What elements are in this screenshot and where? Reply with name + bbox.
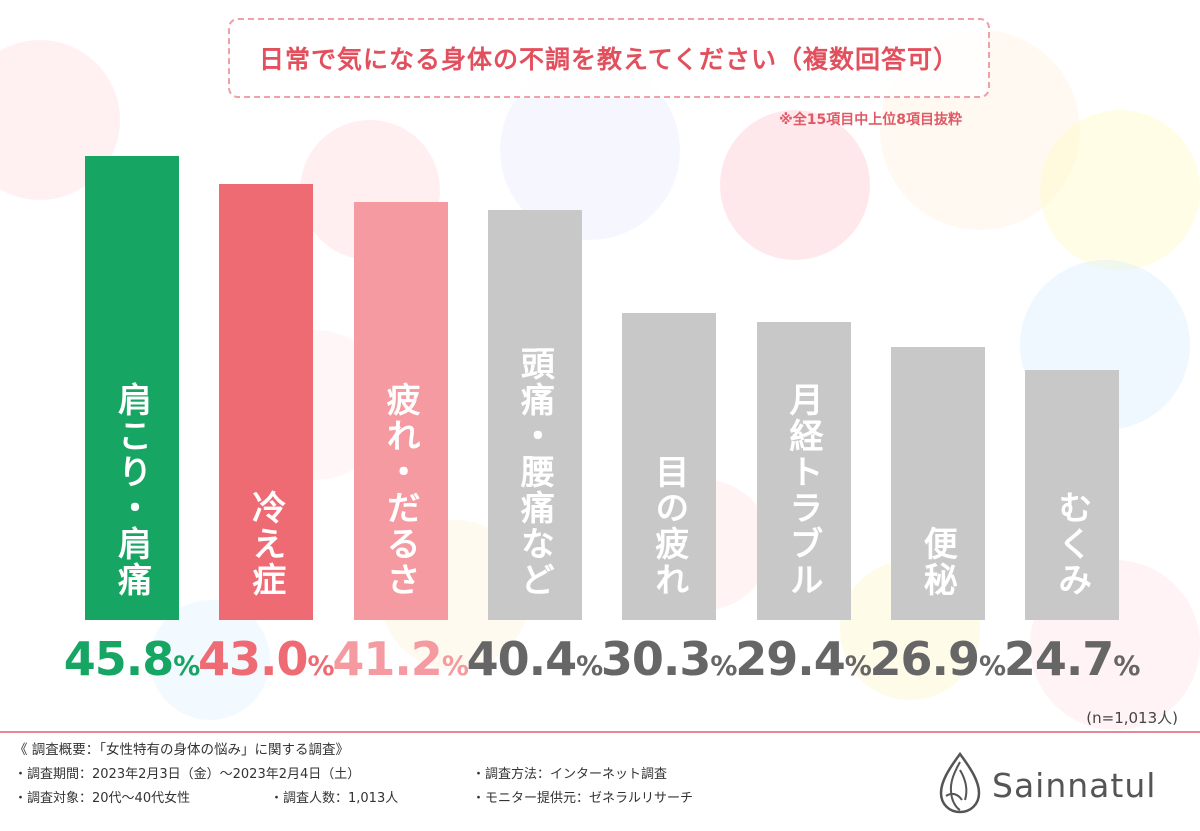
category-label: むくみ <box>1051 489 1092 598</box>
sample-size-label: (n=1,013人) <box>1086 709 1178 727</box>
value-unit: % <box>576 651 604 682</box>
value-label: 30.3% <box>599 632 739 686</box>
survey-summary-heading: 《 調査概要：「女性特有の身体の悩み」に関する調査》 <box>14 742 350 758</box>
category-label: 目の疲れ <box>648 453 689 598</box>
value-unit: % <box>710 651 738 682</box>
category-label: 冷え症 <box>245 489 286 598</box>
footer-divider <box>0 731 1200 733</box>
value-number: 26.9 <box>869 632 980 686</box>
value-unit: % <box>1113 651 1141 682</box>
survey-provider: ・モニター提供元：ゼネラルリサーチ <box>472 791 694 806</box>
category-label: 疲れ・だるさ <box>380 381 421 598</box>
chart-note: ※全15項目中上位8項目抜粋 <box>779 112 962 128</box>
value-label: 43.0% <box>196 632 336 686</box>
bar-chart: 肩こり・肩痛 45.8% 冷え症 43.0% 疲れ・だるさ 41.2% 頭痛・腰痛など 40.… <box>62 155 1142 686</box>
chart-title: 日常で気になる身体の不調を教えてください（複数回答可） <box>258 45 959 74</box>
chart-title-box: 日常で気になる身体の不調を教えてください（複数回答可） <box>228 18 990 98</box>
value-label: 29.4% <box>734 632 874 686</box>
value-label: 45.8% <box>62 632 202 686</box>
bar-1: 肩こり・肩痛 <box>85 155 179 620</box>
value-unit: % <box>979 651 1007 682</box>
value-number: 43.0 <box>198 632 308 686</box>
bar-3: 疲れ・だるさ <box>353 202 448 620</box>
category-label: 肩こり・肩痛 <box>111 381 152 598</box>
brand-logo: Sainnatul <box>938 751 1178 818</box>
value-unit: % <box>844 651 872 682</box>
value-unit: % <box>173 651 201 682</box>
value-number: 30.3 <box>600 632 711 686</box>
category-label: 頭痛・腰痛など <box>514 345 555 598</box>
category-label: 便秘 <box>917 525 958 598</box>
survey-target: ・調査対象：20代～40代女性 <box>14 791 191 806</box>
value-unit: % <box>441 651 469 682</box>
droplet-leaf-icon <box>938 751 982 818</box>
value-number: 45.8 <box>63 632 174 686</box>
value-number: 24.7 <box>1003 632 1114 686</box>
value-label: 24.7% <box>1002 632 1142 686</box>
brand-name: Sainnatul <box>992 765 1157 805</box>
category-label: 月経トラブル <box>783 381 823 598</box>
bar-7: 便秘 <box>890 347 985 620</box>
value-label: 26.9% <box>868 632 1008 686</box>
value-number: 29.4 <box>735 632 845 686</box>
bar-8: むくみ <box>1025 369 1120 620</box>
value-label: 40.4% <box>465 632 605 686</box>
value-number: 41.2 <box>332 632 442 686</box>
bar-5: 目の疲れ <box>622 312 717 620</box>
survey-period: ・調査期間：2023年2月3日（金）～2023年2月4日（土） <box>14 767 361 782</box>
survey-count: ・調査人数：1,013人 <box>270 791 399 806</box>
bar-2: 冷え症 <box>219 183 314 620</box>
value-unit: % <box>307 651 335 682</box>
value-label: 41.2% <box>331 632 471 686</box>
value-number: 40.4 <box>466 632 577 686</box>
bar-4: 頭痛・腰痛など <box>487 210 582 620</box>
bar-6: 月経トラブル <box>756 321 851 620</box>
survey-method: ・調査方法：インターネット調査 <box>472 767 668 782</box>
